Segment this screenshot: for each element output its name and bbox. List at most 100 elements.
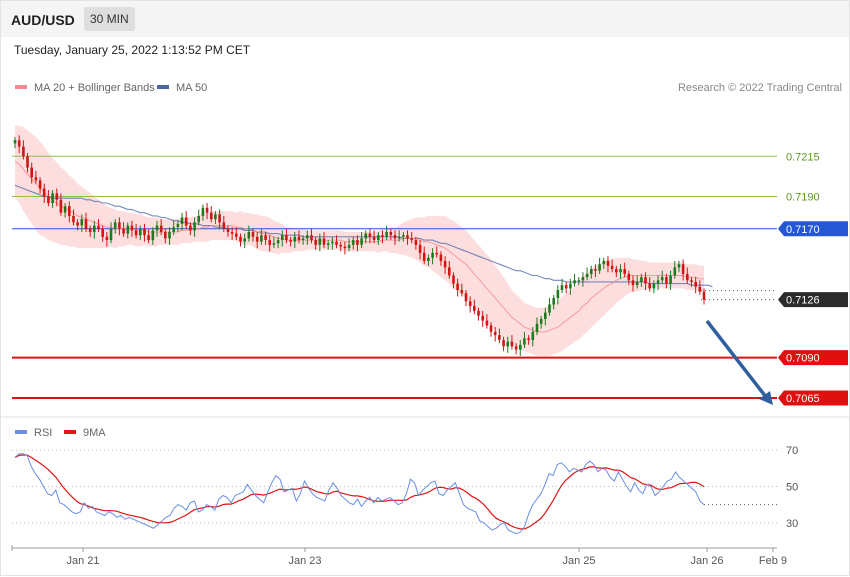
candle xyxy=(698,280,702,295)
candle xyxy=(297,230,301,244)
bollinger-band-layer xyxy=(15,125,704,357)
candle xyxy=(247,225,251,242)
candle xyxy=(615,265,618,278)
candle xyxy=(230,227,234,241)
candle xyxy=(226,225,230,237)
candle xyxy=(527,335,530,345)
rsi-legend-label: RSI xyxy=(34,427,52,439)
candle xyxy=(477,307,480,321)
candle xyxy=(55,188,59,207)
candle xyxy=(473,299,476,315)
candle xyxy=(97,219,100,232)
price-tag-resistance: 0.7215 xyxy=(786,151,820,163)
candle xyxy=(88,225,92,237)
candle xyxy=(485,314,489,329)
forecast-arrow xyxy=(705,319,773,405)
candle xyxy=(147,228,150,244)
candle xyxy=(255,232,259,249)
candle xyxy=(439,251,443,266)
candle xyxy=(38,177,42,194)
candle xyxy=(314,236,317,250)
candle xyxy=(673,261,677,279)
candle xyxy=(180,212,184,231)
candle xyxy=(656,275,660,290)
moving-averages-layer xyxy=(14,160,713,333)
x-tick-label: Jan 25 xyxy=(562,555,595,567)
candle xyxy=(47,190,50,207)
candle xyxy=(193,217,196,237)
candle xyxy=(168,227,171,245)
price-tag-label: 0.7126 xyxy=(786,295,820,307)
candle xyxy=(243,233,246,249)
candle xyxy=(42,183,46,203)
candle xyxy=(406,230,409,245)
candle xyxy=(372,230,376,244)
rsi-ma-legend-swatch xyxy=(64,430,76,434)
candle xyxy=(51,190,54,208)
candle xyxy=(652,280,656,294)
candle xyxy=(139,225,142,241)
ma20-legend-swatch xyxy=(15,85,27,89)
candle xyxy=(272,236,276,249)
price-tag-box xyxy=(778,350,848,366)
candle xyxy=(694,277,697,294)
symbol-label: AUD/USD xyxy=(11,12,75,28)
candle xyxy=(130,220,134,237)
candle xyxy=(585,267,589,281)
ma50-legend-label: MA 50 xyxy=(176,82,207,94)
ma50-line xyxy=(14,184,713,288)
x-tick-label: Feb 9 xyxy=(759,555,787,567)
candle xyxy=(389,228,393,241)
candle xyxy=(493,327,497,342)
candle xyxy=(347,238,351,252)
candle xyxy=(506,336,509,353)
timeframe-button[interactable]: 30 MIN xyxy=(84,7,135,31)
rsi-lines-layer xyxy=(14,453,777,535)
candle xyxy=(702,288,706,305)
candle xyxy=(118,217,121,236)
timestamp-label: Tuesday, January 25, 2022 1:13:52 PM CET xyxy=(14,43,251,57)
candle xyxy=(510,335,514,350)
price-tag-label: 0.7190 xyxy=(786,192,820,204)
rsi-tick-label: 30 xyxy=(786,518,798,530)
candle xyxy=(427,254,430,266)
candle xyxy=(122,222,125,237)
candle xyxy=(155,220,159,237)
price-tag-label: 0.7170 xyxy=(786,224,820,236)
candle xyxy=(443,256,447,274)
candle xyxy=(681,259,685,281)
rsi-legend-swatch xyxy=(15,430,27,434)
price-tag-box xyxy=(778,390,848,406)
candle xyxy=(623,262,626,278)
candle xyxy=(210,206,213,223)
rsi-tick-label: 70 xyxy=(786,445,798,457)
candle xyxy=(414,236,418,250)
candle xyxy=(590,265,593,279)
candle xyxy=(310,228,313,244)
candle xyxy=(669,270,672,290)
candle xyxy=(72,209,75,226)
price-tag-label: 0.7090 xyxy=(786,353,820,365)
candle xyxy=(560,278,564,294)
price-tag-label: 0.7065 xyxy=(786,393,820,405)
candle xyxy=(126,222,130,239)
price-tag-last: 0.7126 xyxy=(778,292,848,308)
candle xyxy=(289,236,292,247)
candle xyxy=(594,264,597,278)
candle xyxy=(222,215,226,232)
candle xyxy=(385,225,388,241)
candle xyxy=(356,235,359,252)
candle xyxy=(431,248,434,265)
candle xyxy=(331,236,334,250)
chart-header: AUD/USD 30 MIN xyxy=(1,1,849,37)
candle xyxy=(464,290,468,307)
candle xyxy=(468,296,472,313)
price-tag-label: 0.7215 xyxy=(786,151,820,163)
candle xyxy=(544,307,547,326)
candle xyxy=(285,228,288,244)
candle xyxy=(456,278,459,297)
candle xyxy=(13,136,17,149)
x-axis: Jan 21 Jan 23 Jan 25 Jan 26 Feb 9 xyxy=(11,545,787,567)
price-tag-box xyxy=(778,221,848,237)
